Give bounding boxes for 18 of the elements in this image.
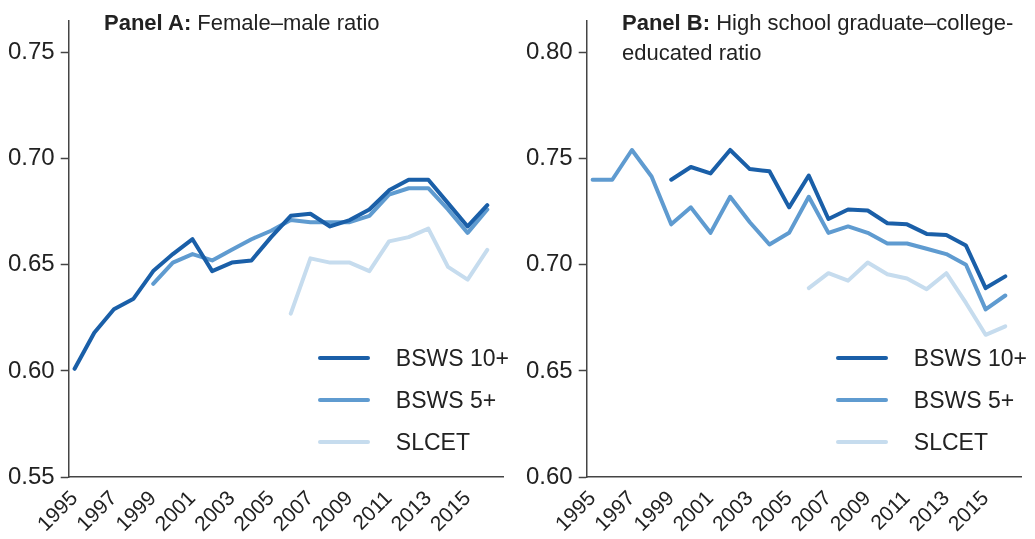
legend-label: SLCET xyxy=(395,428,470,456)
y-tick-label: 0.75 xyxy=(525,143,573,171)
y-tick-label: 0.80 xyxy=(525,36,573,64)
legend-label: BSWS 5+ xyxy=(395,386,497,414)
y-tick-label: 0.60 xyxy=(525,461,573,489)
chart-title: Panel A: Female–male ratio xyxy=(104,8,380,38)
y-tick-label: 0.65 xyxy=(7,249,55,277)
y-tick-label: 0.70 xyxy=(525,249,573,277)
legend-label: BSWS 10+ xyxy=(395,344,509,372)
y-tick-label: 0.70 xyxy=(7,143,55,171)
legend-label: SLCET xyxy=(913,428,988,456)
y-tick-label: 0.75 xyxy=(7,36,55,64)
y-tick-label: 0.60 xyxy=(7,355,55,383)
y-tick-label: 0.55 xyxy=(7,461,55,489)
legend-label: BSWS 10+ xyxy=(913,344,1027,372)
y-tick-label: 0.65 xyxy=(525,355,573,383)
chart-title: Panel B: High school graduate–college-educated ratio xyxy=(622,8,1022,68)
legend-label: BSWS 5+ xyxy=(913,386,1015,414)
